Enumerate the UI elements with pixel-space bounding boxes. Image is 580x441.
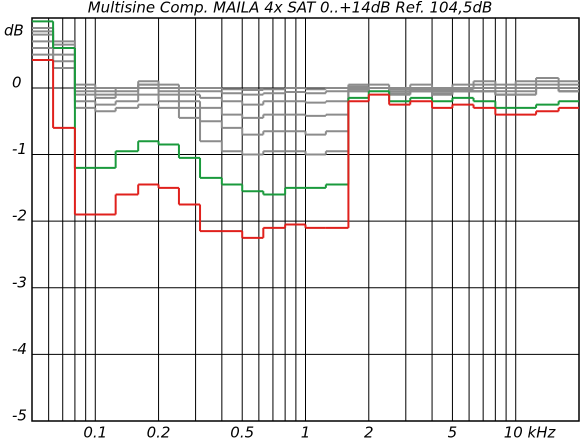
y-tick-label: -3 xyxy=(12,273,27,291)
chart-title: Multisine Comp. MAILA 4x SAT 0..+14dB Re… xyxy=(88,0,493,17)
x-tick-label: 0.1 xyxy=(83,424,107,441)
y-tick-label: -5 xyxy=(12,407,27,425)
y-axis-label: dB xyxy=(4,22,24,40)
y-tick-label: -2 xyxy=(12,207,27,225)
x-tick-label: 2 xyxy=(364,424,374,441)
x-tick-label: 1 xyxy=(301,424,311,441)
y-tick-label: -4 xyxy=(12,340,27,358)
x-tick-label: 5 xyxy=(448,424,458,441)
y-tick-label: -1 xyxy=(12,140,27,158)
y-tick-label: 0 xyxy=(12,73,22,91)
x-tick-label: 0.5 xyxy=(230,424,254,441)
x-tick-label: 10 kHz xyxy=(504,424,557,441)
x-tick-label: 0.2 xyxy=(147,424,171,441)
